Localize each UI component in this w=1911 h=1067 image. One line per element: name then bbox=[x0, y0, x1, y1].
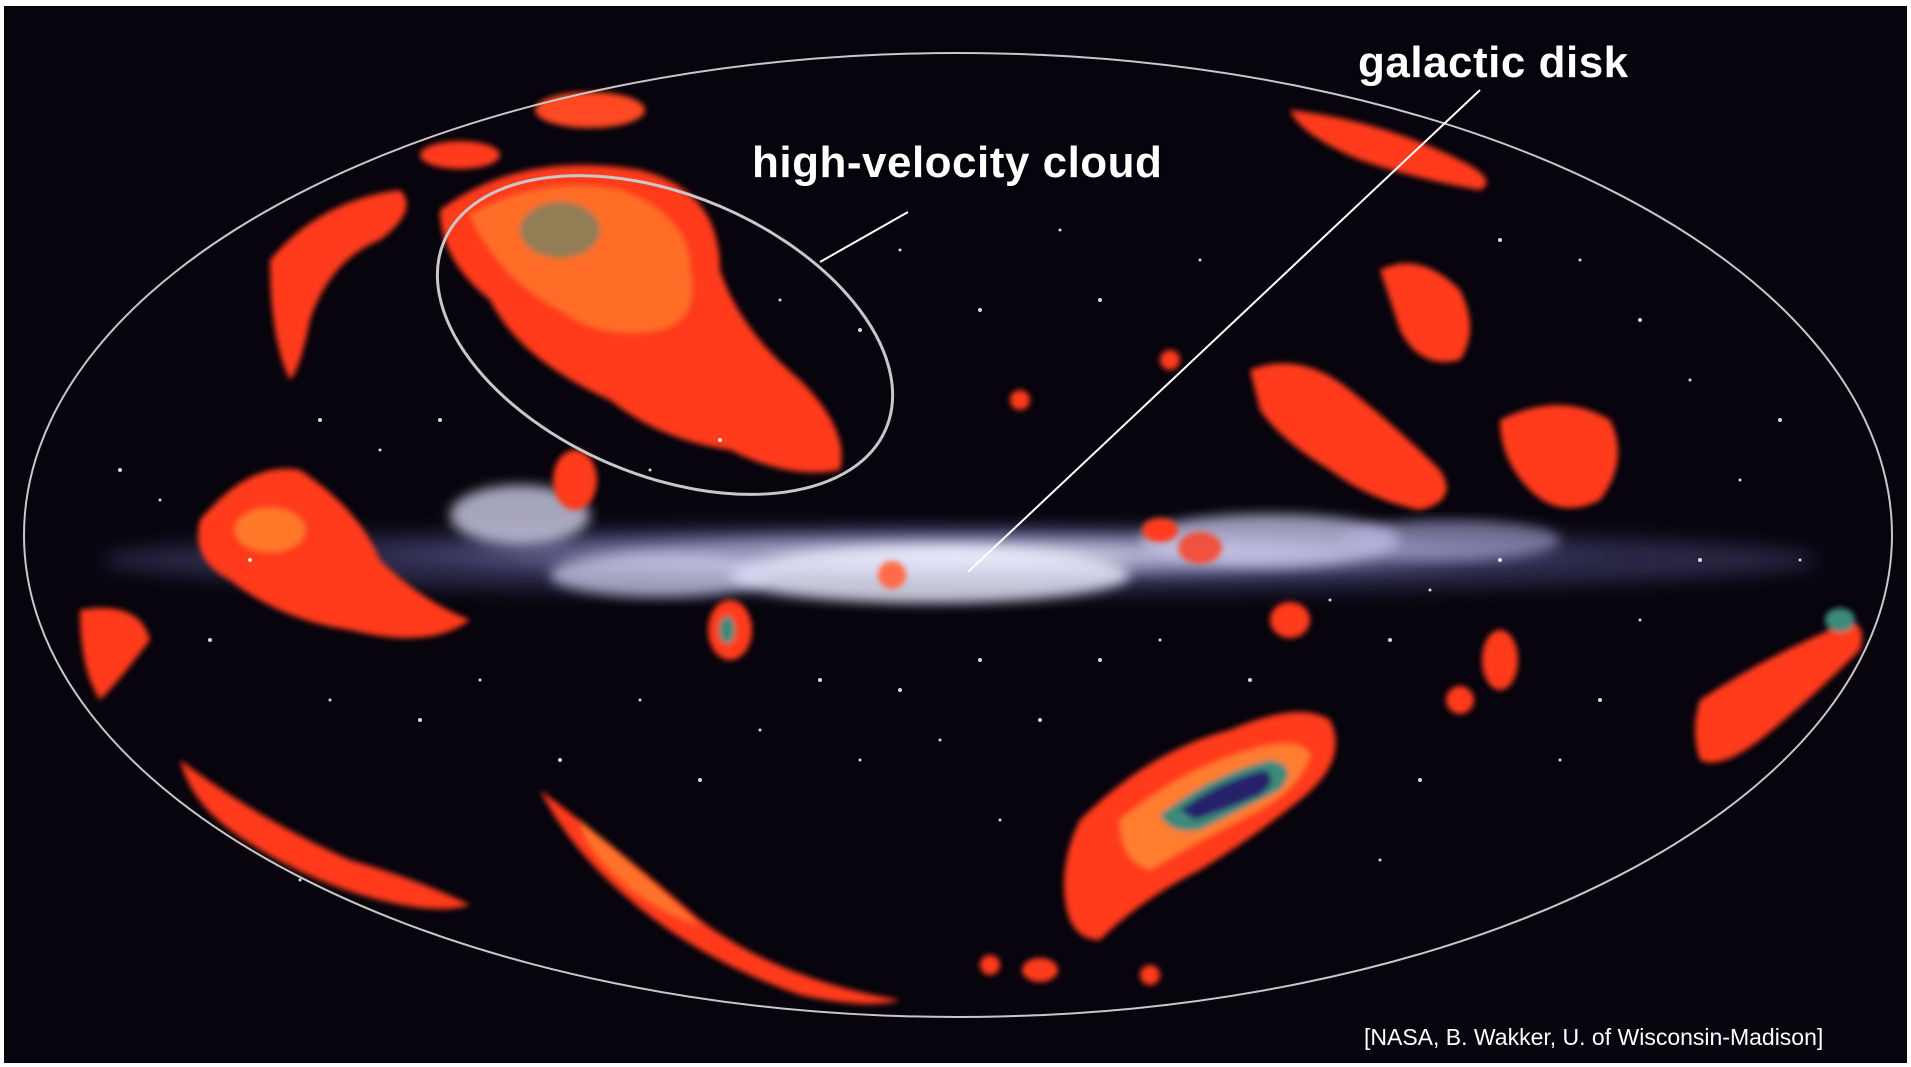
sky-outline bbox=[23, 52, 1893, 1018]
galactic-disk-band bbox=[100, 485, 1820, 603]
hvc-pointer-line bbox=[819, 211, 909, 263]
label-galactic-disk: galactic disk bbox=[1358, 38, 1629, 87]
hvc-highlight-ellipse bbox=[435, 174, 895, 496]
label-high-velocity-cloud: high-velocity cloud bbox=[752, 138, 1163, 187]
star-field bbox=[118, 228, 1802, 882]
disk-pointer-line bbox=[967, 89, 1481, 573]
hydrogen-clouds bbox=[80, 92, 1862, 1004]
image-credit: [NASA, B. Wakker, U. of Wisconsin-Madiso… bbox=[1364, 1024, 1824, 1050]
